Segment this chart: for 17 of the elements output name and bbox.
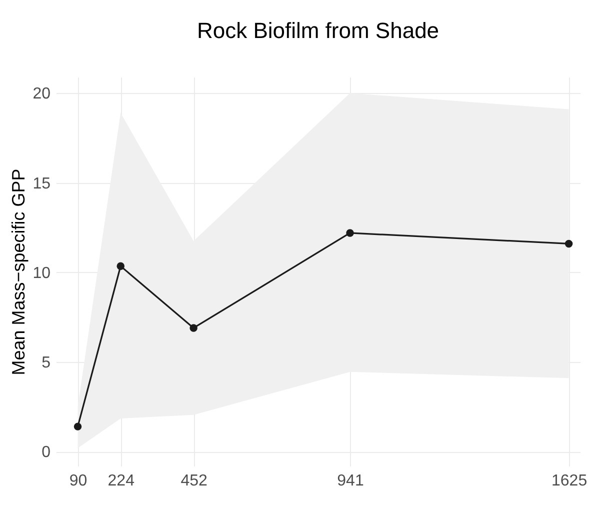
y-tick-label: 20: [32, 86, 51, 103]
y-tick-label: 0: [42, 444, 51, 462]
point: [346, 229, 354, 237]
point: [74, 422, 82, 430]
y-axis-title: Mean Mass−specific GPP: [8, 168, 29, 376]
x-tick-label: 452: [180, 472, 208, 490]
x-tick-label: 90: [69, 472, 88, 490]
point: [564, 240, 573, 248]
chart-title: Rock Biofilm from Shade: [196, 18, 440, 43]
y-tick-label: 15: [32, 175, 51, 192]
x-tick-label: 1625: [552, 472, 588, 490]
point: [190, 324, 198, 332]
y-tick-label: 5: [42, 354, 51, 372]
point: [116, 262, 124, 270]
x-tick-label: 224: [108, 472, 135, 490]
x-tick-label: 941: [337, 472, 364, 490]
y-tick-label: 10: [32, 264, 51, 282]
